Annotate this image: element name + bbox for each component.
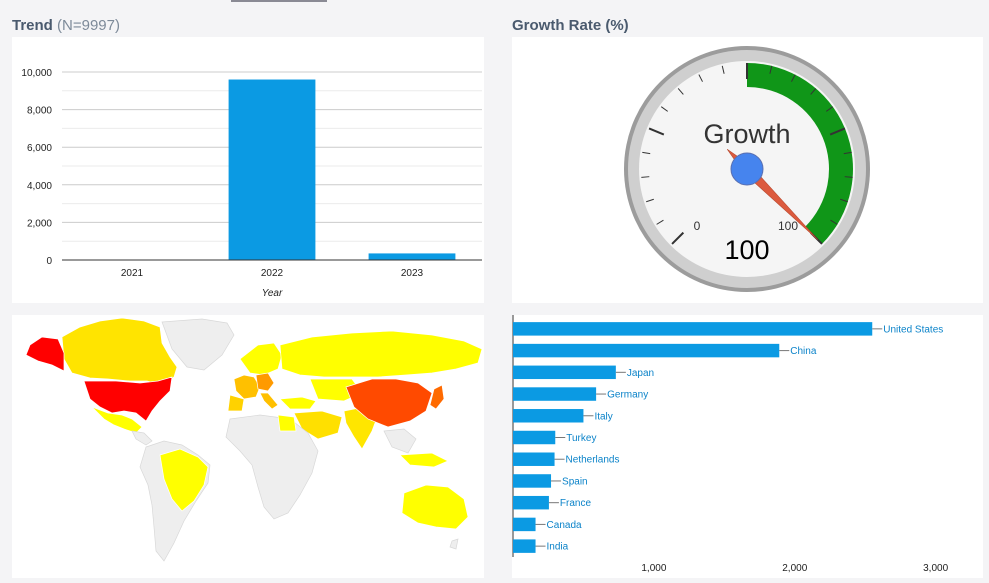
- country-bar[interactable]: [513, 343, 780, 358]
- map-france[interactable]: [233, 374, 261, 400]
- country-label: Canada: [547, 520, 582, 531]
- country-bar[interactable]: [513, 322, 873, 336]
- gauge-max-label: 100: [778, 219, 798, 233]
- gauge-major-tick: [648, 127, 665, 136]
- gauge-major-tick: [829, 127, 846, 136]
- trend-x-label: Year: [262, 288, 283, 299]
- gauge-minor-tick: [825, 106, 834, 112]
- trend-y-tick: 8,000: [27, 106, 52, 117]
- country-label: France: [560, 498, 592, 509]
- map-alaska[interactable]: [25, 336, 65, 372]
- growth-title-text: Growth Rate (%): [512, 17, 629, 34]
- map-usa[interactable]: [83, 376, 173, 422]
- gauge-minor-tick: [844, 176, 853, 178]
- growth-title: Growth Rate (%): [512, 17, 629, 34]
- country-label: India: [547, 542, 569, 553]
- country-bar[interactable]: [513, 430, 556, 445]
- trend-x-tick: 2021: [121, 268, 144, 279]
- country-label: Japan: [627, 368, 654, 379]
- trend-y-tick: 0: [46, 256, 52, 267]
- gauge-green-band: [747, 63, 853, 244]
- growth-gauge-panel: Growth 0 100 100: [512, 37, 983, 303]
- map-italy[interactable]: [259, 392, 279, 410]
- map-scandinavia[interactable]: [239, 342, 283, 376]
- gauge-minor-tick: [660, 106, 669, 112]
- country-label: Germany: [607, 390, 648, 401]
- top-tab-indicator[interactable]: [231, 0, 327, 2]
- gauge-minor-tick: [698, 74, 703, 82]
- gauge-minor-tick: [769, 65, 773, 74]
- trend-y-tick: 10,000: [21, 68, 52, 79]
- growth-gauge: Growth 0 100 100: [624, 46, 870, 292]
- trend-bar[interactable]: [368, 253, 456, 260]
- trend-x-tick: 2022: [261, 268, 284, 279]
- country-x-tick: 3,000: [923, 563, 948, 574]
- map-russia[interactable]: [279, 330, 483, 378]
- country-chart-panel: United States China Japan Germany Italy Turke…: [512, 315, 983, 578]
- world-map-panel: [12, 315, 484, 578]
- gauge-minor-tick: [641, 176, 650, 178]
- map-turkey[interactable]: [279, 396, 317, 410]
- gauge-minor-tick: [810, 88, 817, 95]
- gauge-major-tick: [671, 231, 685, 245]
- trend-bar-chart: 0 2,000 4,000 6,000 8,000 10,000 2021 2022 2023 Y…: [21, 68, 482, 299]
- gauge-minor-tick: [677, 88, 684, 95]
- trend-y-tick: 2,000: [27, 218, 52, 229]
- map-egypt[interactable]: [277, 414, 297, 432]
- gauge-minor-tick: [791, 74, 796, 82]
- gauge-ticks: [641, 63, 853, 245]
- trend-title-text: Trend: [12, 17, 53, 34]
- country-bar[interactable]: [513, 409, 584, 423]
- map-new-zealand: [449, 538, 459, 550]
- gauge-label: Growth: [703, 119, 790, 149]
- map-africa: [225, 414, 319, 520]
- gauge-value: 100: [724, 235, 769, 265]
- world-map: [25, 317, 483, 562]
- country-bar[interactable]: [513, 517, 536, 532]
- gauge-minor-tick: [642, 151, 651, 155]
- gauge-minor-tick: [830, 219, 838, 225]
- country-bar[interactable]: [513, 452, 555, 466]
- country-bar[interactable]: [513, 495, 549, 510]
- country-label: China: [790, 346, 817, 357]
- gauge-needle-hub: [730, 152, 764, 186]
- map-central-america: [131, 430, 153, 446]
- map-canada[interactable]: [61, 317, 178, 386]
- country-label: Italy: [594, 411, 612, 422]
- country-label: Netherlands: [566, 455, 620, 466]
- country-bar[interactable]: [513, 365, 616, 380]
- trend-x-tick: 2023: [401, 268, 424, 279]
- gauge-min-label: 0: [694, 219, 701, 233]
- gauge-minor-tick: [656, 219, 664, 225]
- trend-chart-panel: 0 2,000 4,000 6,000 8,000 10,000 2021 2022 2023 Y…: [12, 37, 484, 303]
- country-x-tick: 1,000: [641, 563, 666, 574]
- country-bar-chart: United States China Japan Germany Italy Turke…: [512, 315, 949, 574]
- country-x-tick: 2,000: [782, 563, 807, 574]
- map-greenland: [161, 318, 235, 371]
- trend-sample-size: (N=9997): [57, 17, 120, 34]
- country-bar[interactable]: [513, 474, 552, 488]
- trend-y-tick: 6,000: [27, 143, 52, 154]
- map-brazil[interactable]: [159, 448, 209, 512]
- map-china[interactable]: [345, 378, 433, 428]
- trend-y-tick: 4,000: [27, 181, 52, 192]
- country-label: Spain: [562, 476, 588, 487]
- country-label: Turkey: [566, 433, 596, 444]
- trend-bar[interactable]: [228, 79, 316, 260]
- gauge-minor-tick: [843, 151, 852, 155]
- map-japan[interactable]: [429, 384, 445, 410]
- trend-title: Trend (N=9997): [12, 17, 120, 34]
- country-bar[interactable]: [513, 387, 597, 401]
- map-germany[interactable]: [255, 372, 275, 392]
- map-indonesia[interactable]: [399, 452, 449, 468]
- map-australia[interactable]: [401, 484, 469, 530]
- gauge-minor-tick: [840, 198, 848, 203]
- gauge-minor-tick: [721, 65, 725, 74]
- map-mexico[interactable]: [91, 406, 143, 434]
- gauge-minor-tick: [646, 198, 654, 203]
- country-bar[interactable]: [513, 539, 536, 553]
- map-southeast-asia: [383, 428, 417, 454]
- country-label: United States: [883, 324, 943, 335]
- map-spain[interactable]: [227, 394, 245, 412]
